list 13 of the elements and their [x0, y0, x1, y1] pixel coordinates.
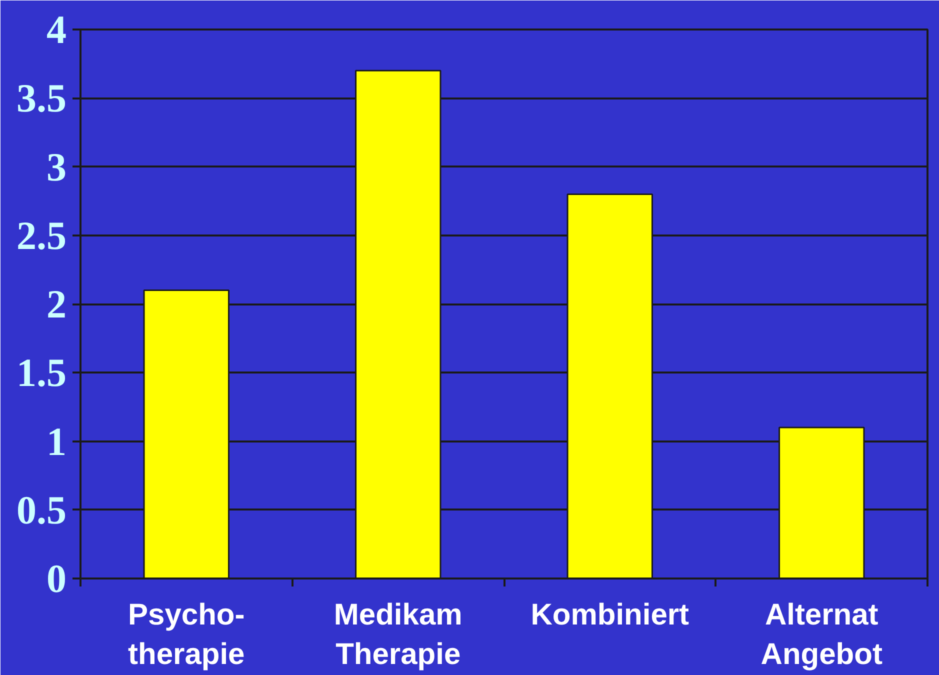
- y-tick-label: 4: [46, 7, 66, 52]
- x-tick-label: Psycho- therapie: [128, 598, 245, 672]
- x-tick-label: Medikam Therapie: [334, 598, 462, 672]
- x-tick-label: Alternat Angebot: [760, 598, 882, 672]
- y-tick-label: 0: [46, 556, 66, 601]
- y-tick-label: 2.5: [16, 212, 66, 258]
- x-tick-label: Kombiniert: [530, 598, 690, 632]
- y-tick-label: 0.5: [16, 487, 66, 532]
- y-tick-label: 3: [46, 144, 66, 190]
- y-tick-label: 1: [46, 418, 66, 464]
- y-tick-label: 2: [46, 282, 66, 326]
- y-tick-label: 1.5: [16, 350, 66, 396]
- y-tick-label: 3.5: [16, 76, 66, 121]
